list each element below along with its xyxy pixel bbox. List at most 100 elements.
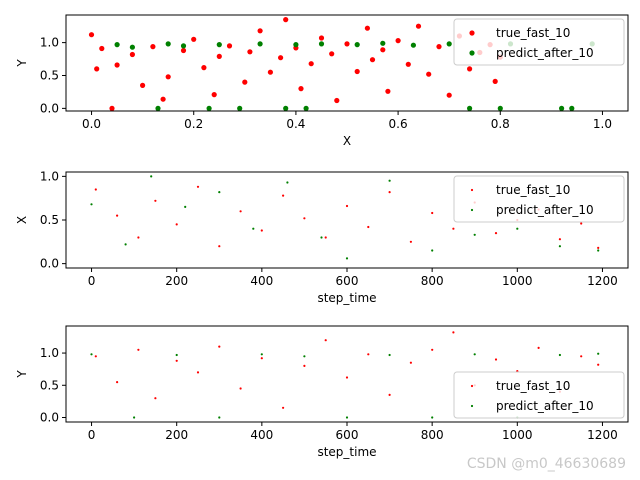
subplot-1: 0.0 0.2 0.4 0.6 0.8 1.0 0.0 0.5 1.0 X Ytrue_fast_1… xyxy=(15,14,629,148)
data-point xyxy=(467,66,473,72)
data-point xyxy=(257,28,263,34)
data-point xyxy=(124,243,127,246)
data-point xyxy=(283,105,289,111)
data-point xyxy=(218,245,221,248)
data-point xyxy=(344,41,350,47)
data-point xyxy=(446,92,452,98)
data-point xyxy=(415,23,422,29)
x-tick-label: 600 xyxy=(336,274,359,288)
data-point xyxy=(580,355,583,358)
y-axis-label: Y xyxy=(15,370,29,379)
data-point xyxy=(329,51,335,57)
data-point xyxy=(286,181,289,184)
data-point xyxy=(354,68,360,75)
y-axis-label: X xyxy=(15,216,29,224)
data-point xyxy=(260,229,263,232)
data-point xyxy=(388,353,391,357)
data-point xyxy=(218,345,221,348)
legend-marker xyxy=(470,188,474,192)
data-point xyxy=(150,44,156,50)
data-point xyxy=(237,105,243,111)
data-point xyxy=(452,331,455,334)
y-tick-label: 1.0 xyxy=(40,36,59,50)
data-point xyxy=(216,42,222,48)
data-point xyxy=(354,42,360,48)
data-point xyxy=(211,92,217,98)
data-point xyxy=(494,232,498,235)
data-point xyxy=(436,44,442,50)
data-point xyxy=(133,416,136,419)
x-tick-label: 1000 xyxy=(502,428,533,442)
data-point xyxy=(426,71,432,77)
data-point xyxy=(409,240,412,243)
legend-marker xyxy=(469,50,475,56)
legend-marker xyxy=(469,30,475,36)
data-point xyxy=(597,363,600,366)
legend-label: predict_after_10 xyxy=(496,399,594,413)
data-point xyxy=(206,105,212,111)
data-point xyxy=(303,364,306,367)
data-point xyxy=(260,357,263,360)
data-point xyxy=(88,32,95,38)
data-point xyxy=(446,41,452,47)
x-tick-label: 0.2 xyxy=(184,117,203,131)
data-point xyxy=(558,238,562,241)
data-point xyxy=(226,43,233,49)
axes-frame xyxy=(65,14,629,112)
data-point xyxy=(431,249,434,252)
y-axis-label: Y xyxy=(15,59,29,68)
data-point xyxy=(558,245,562,248)
data-point xyxy=(218,191,221,194)
data-point xyxy=(308,61,314,67)
legend-box xyxy=(453,371,625,419)
x-tick-label: 1000 xyxy=(502,274,533,288)
data-point xyxy=(216,53,222,60)
subplot-2: 0 200 400 600 800 1000 1200 0.0 0.5 1.0 step_time X… xyxy=(15,169,629,305)
data-point xyxy=(154,199,157,202)
data-point xyxy=(452,227,455,230)
data-point xyxy=(298,86,304,92)
data-point xyxy=(569,105,575,111)
x-tick-label: 0.8 xyxy=(491,117,510,131)
data-point xyxy=(137,236,140,239)
data-point xyxy=(218,416,221,419)
data-point xyxy=(137,348,140,351)
x-tick-label: 0.4 xyxy=(286,117,305,131)
y-tick-label: 1.0 xyxy=(40,346,59,360)
data-point xyxy=(516,227,519,230)
data-point xyxy=(247,49,253,55)
y-tick-label: 0.0 xyxy=(40,410,59,424)
y-tick-label: 0.5 xyxy=(40,68,59,82)
data-point xyxy=(410,42,416,48)
data-point xyxy=(431,348,434,351)
series-predict_after_10 xyxy=(90,175,600,260)
data-point xyxy=(367,225,370,229)
data-point xyxy=(175,353,178,357)
data-point xyxy=(160,96,166,102)
data-point xyxy=(497,105,503,111)
x-axis-label: step_time xyxy=(317,291,376,305)
data-point xyxy=(293,42,299,48)
legend: true_fast_10 predict_after_10 xyxy=(453,175,625,223)
data-point xyxy=(364,25,370,31)
data-point xyxy=(431,211,434,215)
x-tick-label: 0.0 xyxy=(82,117,101,131)
data-point xyxy=(345,416,349,419)
data-point xyxy=(380,47,386,53)
data-point xyxy=(385,88,391,94)
data-point xyxy=(597,246,600,249)
data-point xyxy=(318,35,325,41)
data-point xyxy=(597,249,600,252)
data-point xyxy=(129,44,135,50)
x-tick-label: 400 xyxy=(250,274,273,288)
data-point xyxy=(369,57,376,63)
data-point xyxy=(116,381,119,384)
data-point xyxy=(242,79,248,85)
data-point xyxy=(303,105,309,111)
data-point xyxy=(283,17,289,23)
data-point xyxy=(388,191,391,194)
x-axis-label: step_time xyxy=(317,445,376,459)
data-point xyxy=(94,355,97,358)
data-point xyxy=(155,105,161,111)
